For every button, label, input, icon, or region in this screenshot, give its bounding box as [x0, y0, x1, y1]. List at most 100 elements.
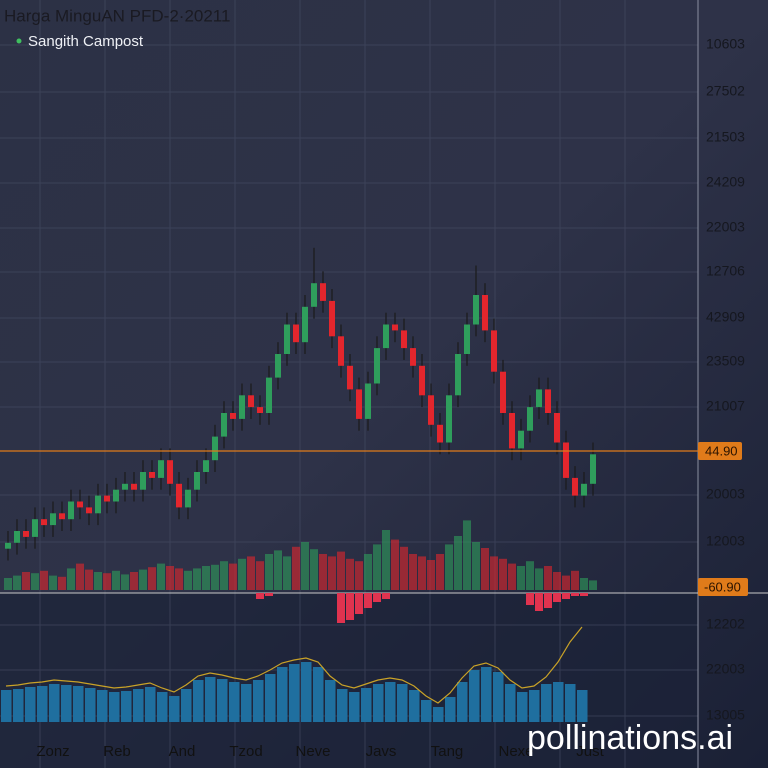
candle-body: [23, 531, 29, 537]
candle-body: [392, 324, 398, 331]
volume-bar: [535, 568, 543, 590]
volume-bar: [31, 573, 39, 590]
volume-bar: [220, 561, 228, 590]
x-tick-label: Javs: [366, 743, 397, 760]
oscillator-bar: [553, 593, 561, 602]
volume-bar: [85, 569, 93, 590]
candle-body: [374, 348, 380, 384]
candle-body: [464, 324, 470, 354]
volume-bar: [490, 556, 498, 590]
candle-body: [293, 324, 299, 343]
volume-bar: [445, 544, 453, 590]
oscillator-bar: [580, 593, 588, 596]
volume-bar: [103, 573, 111, 590]
candle-body: [257, 407, 263, 413]
lower-bar: [229, 682, 240, 722]
lower-bar: [85, 688, 96, 722]
volume-bar: [508, 563, 516, 590]
candle-body: [500, 371, 506, 413]
candle-body: [59, 513, 65, 520]
volume-bar: [265, 554, 273, 590]
lower-bar: [73, 686, 84, 722]
lower-bar: [457, 682, 468, 722]
lower-bar: [289, 664, 300, 722]
candle-body: [41, 519, 47, 526]
lower-bar: [181, 689, 192, 722]
candle-body: [527, 407, 533, 431]
volume-bar: [193, 568, 201, 590]
volume-bar: [256, 561, 264, 590]
volume-bar: [580, 578, 588, 590]
oscillator-bar: [355, 593, 363, 614]
candle-body: [446, 395, 452, 443]
x-tick-label: Just: [576, 743, 604, 760]
price-marker-label: 44.90: [705, 443, 738, 458]
lower-bar: [133, 689, 144, 722]
y-tick-label: 13005: [706, 707, 745, 723]
candle-body: [113, 489, 119, 502]
volume-bar: [4, 578, 12, 590]
candle-body: [554, 413, 560, 443]
x-tick-label: Neve: [295, 743, 330, 760]
grid: [0, 0, 698, 768]
volume-bar: [247, 556, 255, 590]
candle-body: [176, 483, 182, 508]
candle-body: [50, 513, 56, 526]
oscillator-bar: [526, 593, 534, 605]
x-tick-label: Reb: [103, 743, 131, 760]
volume-bar: [562, 575, 570, 590]
candle-body: [401, 330, 407, 349]
volume-bar: [526, 561, 534, 590]
lower-bar: [517, 692, 528, 722]
oscillator-bar: [364, 593, 372, 608]
volume-bar: [400, 546, 408, 590]
candle-body: [410, 348, 416, 366]
candle-body: [95, 495, 101, 514]
volume-bar: [283, 556, 291, 590]
lower-bar: [541, 684, 552, 722]
lower-panel: [0, 593, 698, 768]
candle-body: [131, 483, 137, 490]
y-tick-label: 21503: [706, 129, 745, 145]
lower-bar: [397, 684, 408, 722]
volume-bar: [202, 566, 210, 590]
volume-bar: [238, 558, 246, 590]
volume-bar: [427, 560, 435, 590]
oscillator-bar: [535, 593, 543, 611]
candle-body: [365, 383, 371, 419]
oscillator-bar: [346, 593, 354, 620]
lower-bar: [25, 687, 36, 722]
volume-bar: [76, 563, 84, 590]
lower-bar: [385, 682, 396, 722]
y-tick-label: 12706: [706, 263, 745, 279]
lower-bar: [301, 662, 312, 722]
candle-body: [545, 389, 551, 413]
candle-body: [167, 460, 173, 484]
candle-body: [572, 477, 578, 496]
volume-bar: [364, 554, 372, 590]
oscillator-bar: [382, 593, 390, 599]
volume-bar: [337, 551, 345, 590]
candle-body: [86, 507, 92, 514]
y-tick-label: 24209: [706, 174, 745, 190]
volume-bar: [499, 558, 507, 590]
candle-body: [149, 472, 155, 478]
candle-body: [158, 460, 164, 478]
volume-bar: [553, 572, 561, 590]
oscillator-bar: [337, 593, 345, 623]
lower-bar: [445, 697, 456, 722]
volume-bar: [319, 554, 327, 590]
candle-body: [203, 460, 209, 472]
lower-bar: [265, 674, 276, 722]
candle-body: [536, 389, 542, 408]
lower-bar: [349, 692, 360, 722]
y-tick-label: 10603: [706, 36, 745, 52]
volume-bar: [517, 566, 525, 590]
volume-bar: [40, 570, 48, 590]
candle-body: [482, 295, 488, 331]
volume-bar: [139, 569, 147, 590]
lower-bar: [217, 679, 228, 722]
candle-body: [68, 501, 74, 520]
lower-bar: [169, 696, 180, 722]
candle-body: [563, 442, 569, 478]
